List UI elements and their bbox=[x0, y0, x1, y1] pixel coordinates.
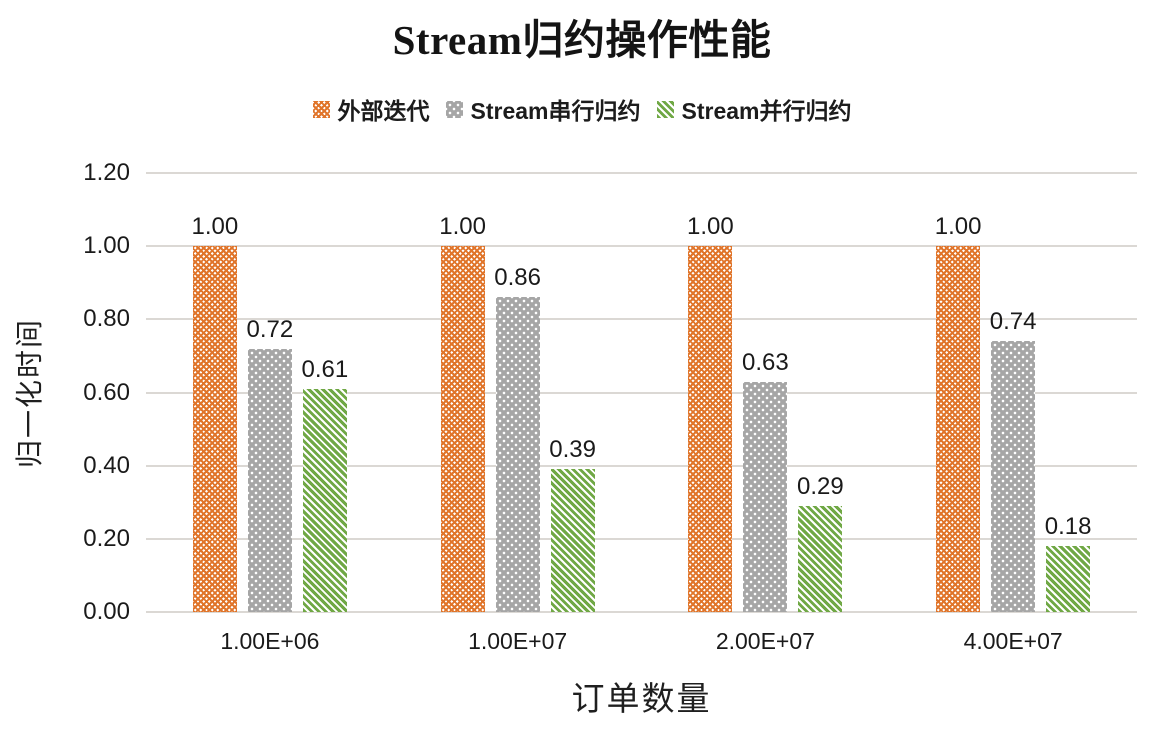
y-tick-label: 0.80 bbox=[83, 305, 130, 333]
legend-item: Stream串行归约 bbox=[445, 92, 641, 126]
bar-column: 0.86 bbox=[494, 173, 541, 612]
x-axis-tick-labels: 1.00E+06 1.00E+07 2.00E+07 4.00E+07 bbox=[146, 630, 1137, 653]
y-tick-label: 1.20 bbox=[83, 159, 130, 186]
plot-area: 1.00 0.72 0.61 1.00 0.86 0.39 1.00 0.63 0.29 1.00… bbox=[146, 172, 1137, 613]
bar-外部迭代: 1.00 bbox=[935, 215, 981, 612]
gridline bbox=[146, 391, 1137, 394]
legend-item: Stream并行归约 bbox=[656, 92, 852, 126]
legend-label: Stream串行归约 bbox=[470, 98, 641, 124]
legend-label: Stream并行归约 bbox=[681, 98, 852, 124]
y-tick-label: 1.00 bbox=[83, 232, 130, 260]
y-tick-label: 0.00 bbox=[83, 598, 130, 625]
legend-item: 外部迭代 bbox=[312, 92, 430, 126]
gridline bbox=[146, 537, 1137, 540]
legend: 外部迭代 Stream串行归约 Stream并行归约 bbox=[0, 92, 1164, 126]
bar-data-label: 0.74 bbox=[989, 308, 1037, 336]
bar-Stream并行归约: 0.39 bbox=[549, 438, 596, 612]
bar-column: 0.61 bbox=[302, 173, 348, 612]
y-tick-label: 0.60 bbox=[83, 378, 130, 406]
bar-Stream串行归约: 0.72 bbox=[247, 317, 293, 612]
bar-data-label: 0.63 bbox=[742, 348, 789, 376]
bar-Stream并行归约: 0.61 bbox=[302, 357, 348, 612]
x-tick-label: 1.00E+06 bbox=[220, 628, 320, 654]
legend-label: 外部迭代 bbox=[337, 98, 430, 124]
bar-group: 1.00 0.72 0.61 bbox=[146, 173, 394, 612]
gridline bbox=[146, 172, 1137, 174]
bar-外部迭代: 1.00 bbox=[687, 215, 734, 612]
bar-column: 0.39 bbox=[549, 173, 596, 612]
bar-data-label: 0.61 bbox=[301, 355, 349, 383]
gridline bbox=[146, 245, 1137, 248]
bar-Stream串行归约: 0.86 bbox=[494, 266, 541, 612]
bar-group: 1.00 0.63 0.29 bbox=[642, 173, 890, 612]
bar-column: 0.74 bbox=[990, 173, 1036, 612]
bar-column: 1.00 bbox=[935, 173, 981, 612]
gridline bbox=[146, 318, 1137, 321]
bar-column: 0.29 bbox=[797, 173, 844, 612]
bar-data-label: 1.00 bbox=[439, 213, 486, 241]
y-tick-label: 0.20 bbox=[83, 524, 130, 552]
bar-Stream串行归约: 0.63 bbox=[742, 350, 789, 612]
bar-外部迭代: 1.00 bbox=[439, 215, 486, 612]
x-axis-title: 订单数量 bbox=[571, 682, 712, 718]
bar-column: 0.72 bbox=[247, 173, 293, 612]
bar-data-label: 0.72 bbox=[246, 315, 294, 343]
legend-swatch-icon bbox=[312, 100, 330, 118]
bar-column: 1.00 bbox=[687, 173, 734, 612]
bar-data-label: 0.18 bbox=[1044, 513, 1092, 541]
bar-Stream并行归约: 0.29 bbox=[797, 474, 844, 612]
bar-column: 0.63 bbox=[742, 173, 789, 612]
gridline bbox=[146, 611, 1137, 613]
bar-外部迭代: 1.00 bbox=[192, 215, 238, 612]
legend-swatch-icon bbox=[445, 100, 463, 118]
legend-swatch-icon bbox=[656, 100, 674, 118]
bar-column: 0.18 bbox=[1045, 173, 1091, 612]
bar-group: 1.00 0.86 0.39 bbox=[394, 173, 642, 612]
bar-column: 1.00 bbox=[439, 173, 486, 612]
x-tick-label: 1.00E+07 bbox=[468, 628, 568, 654]
x-tick-label: 4.00E+07 bbox=[963, 628, 1063, 654]
x-tick-label: 2.00E+07 bbox=[715, 628, 815, 654]
bar-Stream串行归约: 0.74 bbox=[990, 310, 1036, 612]
y-axis-tick-labels: 0.00 0.20 0.40 0.60 0.80 1.00 1.20 bbox=[0, 161, 130, 624]
bar-data-label: 1.00 bbox=[687, 213, 734, 241]
bar-column: 1.00 bbox=[192, 173, 238, 612]
bar-data-label: 1.00 bbox=[191, 213, 239, 241]
bar-groups: 1.00 0.72 0.61 1.00 0.86 0.39 1.00 0.63 0.29 1.00… bbox=[146, 173, 1137, 612]
bar-group: 1.00 0.74 0.18 bbox=[889, 173, 1137, 612]
bar-data-label: 0.86 bbox=[494, 264, 541, 292]
bar-data-label: 0.29 bbox=[797, 472, 844, 500]
bar-data-label: 1.00 bbox=[934, 213, 982, 241]
gridline bbox=[146, 464, 1137, 467]
y-tick-label: 0.40 bbox=[83, 451, 130, 479]
bar-data-label: 0.39 bbox=[549, 436, 596, 464]
bar-Stream并行归约: 0.18 bbox=[1045, 515, 1091, 612]
chart-title: Stream归约操作性能 bbox=[392, 17, 772, 63]
